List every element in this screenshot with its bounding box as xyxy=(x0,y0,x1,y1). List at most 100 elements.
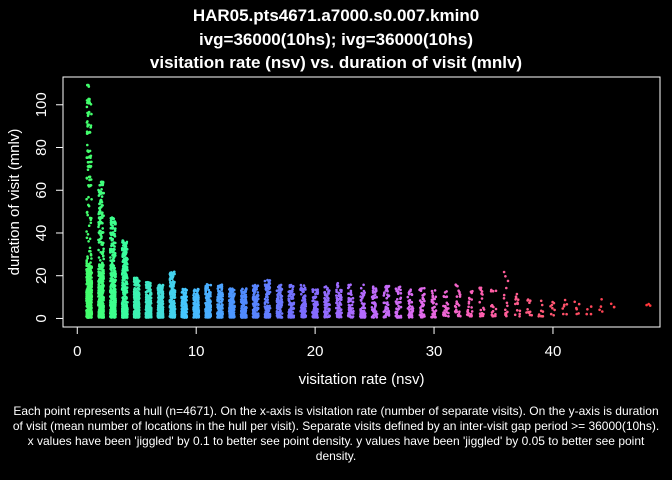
data-point xyxy=(97,292,101,296)
data-point xyxy=(109,287,113,291)
data-point xyxy=(146,303,149,306)
data-point xyxy=(209,283,213,287)
data-point xyxy=(240,294,243,297)
data-point xyxy=(89,287,92,291)
data-point xyxy=(244,310,247,314)
data-point xyxy=(160,301,163,304)
data-point xyxy=(195,307,198,311)
data-point xyxy=(113,245,116,248)
data-point xyxy=(383,301,387,305)
data-point xyxy=(209,294,212,298)
data-point xyxy=(252,293,255,297)
data-point xyxy=(111,277,115,281)
data-point xyxy=(113,316,116,319)
data-point xyxy=(276,307,280,311)
data-point xyxy=(100,243,103,246)
data-point xyxy=(598,308,601,312)
data-point xyxy=(394,287,398,291)
data-point xyxy=(494,289,498,293)
data-point xyxy=(442,295,446,298)
data-point xyxy=(266,307,270,311)
data-point xyxy=(394,310,398,314)
data-point xyxy=(147,281,151,284)
data-point xyxy=(241,298,244,302)
data-point xyxy=(204,290,207,294)
data-point xyxy=(161,285,164,289)
data-point xyxy=(314,305,318,309)
data-point xyxy=(228,288,231,291)
data-point xyxy=(217,312,220,316)
data-point xyxy=(338,301,342,304)
data-point xyxy=(445,310,448,314)
data-point xyxy=(207,288,211,292)
data-point xyxy=(126,311,129,315)
data-point xyxy=(300,304,304,308)
data-point xyxy=(336,284,340,288)
data-point xyxy=(111,216,115,220)
points-layer xyxy=(85,83,652,319)
data-point xyxy=(185,307,189,311)
data-point xyxy=(384,309,387,312)
data-point xyxy=(121,302,124,306)
data-point xyxy=(232,293,236,297)
data-point xyxy=(111,286,115,289)
data-point xyxy=(263,279,267,283)
data-point xyxy=(470,310,474,313)
data-point xyxy=(323,285,327,289)
data-point xyxy=(156,286,160,290)
data-point xyxy=(97,270,100,274)
data-point xyxy=(109,277,112,280)
data-point xyxy=(122,251,125,255)
data-point xyxy=(279,309,282,313)
data-point xyxy=(444,295,448,299)
data-point xyxy=(292,301,296,305)
data-point xyxy=(466,310,469,314)
data-point xyxy=(518,315,521,318)
data-point xyxy=(350,303,354,307)
data-point xyxy=(612,305,616,309)
data-point xyxy=(193,298,197,302)
data-point xyxy=(255,288,258,291)
data-point xyxy=(362,293,365,297)
data-point xyxy=(90,284,93,288)
data-point xyxy=(197,300,200,304)
y-tick-label: 100 xyxy=(33,92,50,117)
data-point xyxy=(123,299,126,302)
data-point xyxy=(278,311,281,315)
data-point xyxy=(280,300,284,304)
data-point xyxy=(100,272,103,275)
data-point xyxy=(170,311,173,314)
data-point xyxy=(192,307,195,311)
data-point xyxy=(411,307,415,311)
data-point xyxy=(316,303,320,306)
data-point xyxy=(89,305,93,309)
data-point xyxy=(502,270,506,274)
data-point xyxy=(89,184,92,187)
data-point xyxy=(86,160,90,164)
data-point xyxy=(85,177,89,180)
data-point xyxy=(278,291,281,294)
data-point xyxy=(265,288,268,292)
data-point xyxy=(327,299,330,302)
data-point xyxy=(292,307,296,310)
data-point xyxy=(430,289,434,293)
data-point xyxy=(444,306,448,310)
data-point xyxy=(136,302,140,305)
data-point xyxy=(443,309,447,312)
data-point xyxy=(205,313,208,316)
data-point xyxy=(181,311,185,315)
data-point xyxy=(289,309,293,313)
data-point xyxy=(456,284,459,288)
data-point xyxy=(431,312,435,316)
data-point xyxy=(375,295,379,299)
data-point xyxy=(209,313,212,317)
data-point xyxy=(349,283,352,287)
data-point xyxy=(121,239,124,242)
data-point xyxy=(121,287,124,290)
data-point xyxy=(170,276,173,280)
data-point xyxy=(229,292,233,296)
data-point xyxy=(101,183,104,187)
data-point xyxy=(85,211,89,214)
data-point xyxy=(98,209,102,212)
